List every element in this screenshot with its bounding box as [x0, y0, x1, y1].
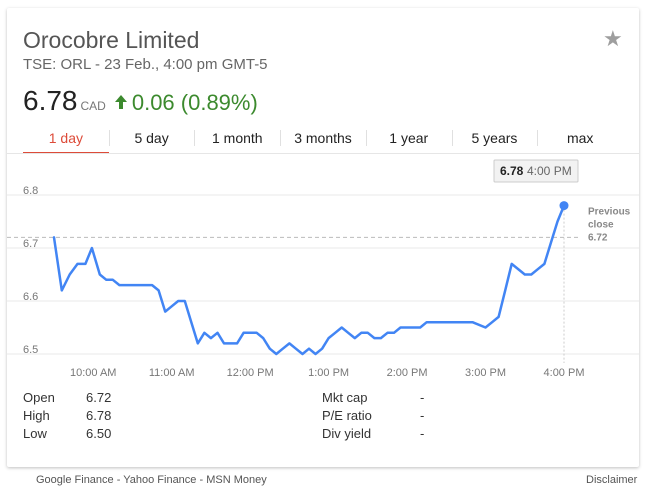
- stat-high: High 6.78: [23, 408, 111, 426]
- current-price: 6.78: [23, 85, 78, 116]
- price-row: 6.78 CAD 0.06 (0.89%): [23, 85, 258, 119]
- stat-open: Open 6.72: [23, 390, 111, 408]
- stats-right: Mkt cap - P/E ratio - Div yield -: [322, 390, 424, 444]
- stat-value: 6.72: [86, 390, 112, 405]
- stat-value: -: [420, 390, 425, 405]
- tab-1-day[interactable]: 1 day: [23, 128, 109, 154]
- x-tick-label: 4:00 PM: [544, 367, 585, 379]
- stat-pe-ratio: P/E ratio -: [322, 408, 424, 426]
- x-tick-label: 12:00 PM: [227, 367, 274, 379]
- tab-3-months[interactable]: 3 months: [280, 128, 366, 154]
- price-chart[interactable]: 6.8 6.7 6.6 6.5 Previous close 6.72 10:00 AM 11:…: [7, 158, 639, 383]
- price-series-line: [52, 204, 566, 356]
- tab-max[interactable]: max: [537, 128, 623, 154]
- currency-label: CAD: [80, 99, 106, 113]
- stat-mkt-cap: Mkt cap -: [322, 390, 424, 408]
- stat-label: Low: [23, 426, 47, 441]
- x-tick-label: 1:00 PM: [308, 367, 349, 379]
- stat-label: P/E ratio: [322, 408, 372, 423]
- company-title: Orocobre Limited: [23, 27, 200, 53]
- stat-low: Low 6.50: [23, 426, 111, 444]
- y-tick-label: 6.7: [23, 238, 38, 250]
- price-change: 0.06 (0.89%): [131, 90, 258, 115]
- x-tick-label: 2:00 PM: [387, 367, 428, 379]
- tooltip-time: 4:00 PM: [527, 164, 572, 178]
- stats-left: Open 6.72 High 6.78 Low 6.50: [23, 390, 111, 444]
- stat-value: -: [420, 408, 425, 423]
- x-tick-label: 11:00 AM: [149, 367, 195, 379]
- y-tick-label: 6.8: [23, 185, 38, 197]
- previous-close-label: Previous: [588, 206, 631, 217]
- previous-close-label: 6.72: [588, 232, 608, 243]
- stat-value: 6.50: [86, 426, 112, 441]
- last-price-point: [559, 201, 569, 211]
- ticker-subtitle: TSE: ORL - 23 Feb., 4:00 pm GMT-5: [23, 56, 268, 73]
- x-tick-label: 3:00 PM: [465, 367, 506, 379]
- tooltip-value: 6.78: [500, 164, 524, 178]
- tooltip-box: [493, 159, 579, 183]
- footer-sources: Google Finance - Yahoo Finance - MSN Mon…: [36, 474, 267, 486]
- tab-5-years[interactable]: 5 years: [451, 128, 538, 154]
- stat-value: 6.78: [86, 408, 112, 423]
- sources-link[interactable]: Google Finance - Yahoo Finance - MSN Mon…: [36, 474, 267, 486]
- stat-div-yield: Div yield -: [322, 426, 424, 444]
- x-tick-label: 10:00 AM: [70, 367, 116, 379]
- y-tick-label: 6.6: [23, 291, 38, 303]
- star-icon[interactable]: ★: [603, 26, 623, 51]
- footer-disclaimer: Disclaimer: [586, 474, 637, 486]
- disclaimer-link[interactable]: Disclaimer: [586, 474, 638, 486]
- stat-label: Open: [23, 390, 55, 405]
- stat-value: -: [420, 426, 425, 441]
- y-tick-label: 6.5: [23, 344, 38, 356]
- tabs-divider: [7, 153, 639, 154]
- range-tabs: 1 day 5 day 1 month 3 months 1 year 5 ye…: [23, 128, 623, 154]
- stat-label: High: [23, 408, 50, 423]
- stat-label: Mkt cap: [322, 390, 368, 405]
- tab-1-year[interactable]: 1 year: [365, 128, 452, 154]
- stat-label: Div yield: [322, 426, 372, 441]
- tab-1-month[interactable]: 1 month: [194, 128, 280, 154]
- finance-card: Orocobre Limited TSE: ORL - 23 Feb., 4:0…: [7, 8, 639, 467]
- previous-close-label: close: [588, 219, 614, 230]
- arrow-up-icon: [114, 94, 128, 115]
- tab-5-day[interactable]: 5 day: [108, 128, 195, 154]
